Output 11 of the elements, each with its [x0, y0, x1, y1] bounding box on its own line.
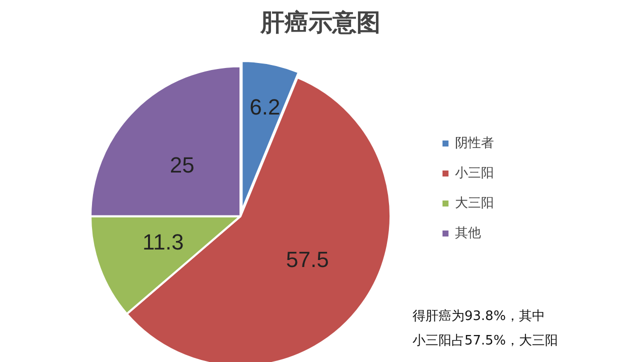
- legend-label: 小三阳: [455, 165, 494, 182]
- legend-label: 其他: [455, 225, 481, 242]
- data-label: 57.5: [286, 247, 329, 272]
- text: 得肝癌为93.8%，其中: [412, 308, 545, 324]
- data-label: 25: [170, 152, 194, 178]
- data-label: 6.2: [250, 94, 280, 120]
- legend-label: 阴性者: [455, 135, 494, 152]
- legend-label: 大三阳: [455, 195, 494, 212]
- data-label: 11.3: [142, 230, 184, 255]
- chart-title: 肝癌示意图: [260, 8, 380, 36]
- text: 小三阳占57.5%，大三阳: [412, 334, 558, 349]
